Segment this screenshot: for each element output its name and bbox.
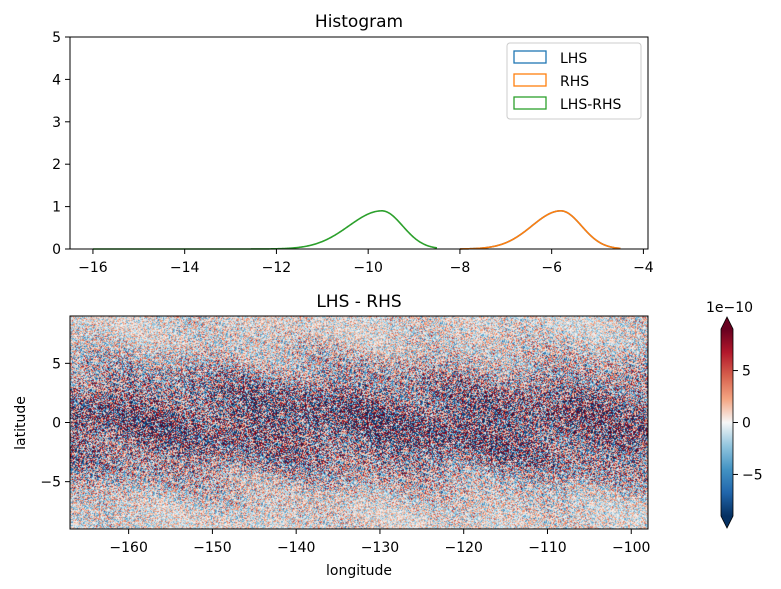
histogram-y-ticks: 0 1 2 3 4 5 — [52, 30, 70, 258]
histogram-axes-frame — [69, 36, 649, 250]
histogram-series-lhs-rhs — [92, 210, 438, 250]
legend-label-lhs: LHS — [560, 51, 587, 67]
histogram-x-tick-label: −8 — [450, 260, 471, 276]
histogram-panel: Histogram −16 −14 −12 −10 −8 −6 −4 0 1 2 3 4 5 LHS … — [52, 12, 654, 276]
histogram-x-tick-label: −14 — [170, 260, 200, 276]
histogram-legend: LHS RHS LHS-RHS — [506, 42, 642, 120]
colorbar-ticks: −5 0 5 — [733, 364, 763, 483]
map-x-tick-label: −160 — [109, 540, 147, 556]
histogram-x-tick-label: −12 — [262, 260, 292, 276]
legend-swatch-rhs — [513, 73, 547, 87]
legend-swatch-lhs-rhs — [513, 96, 547, 110]
histogram-y-tick-label: 5 — [52, 30, 61, 46]
histogram-x-tick-label: −4 — [633, 260, 654, 276]
colorbar-extend-bottom — [721, 516, 733, 528]
histogram-title: Histogram — [315, 12, 403, 32]
colorbar-outline — [720, 316, 734, 529]
map-x-tick-label: −150 — [193, 540, 231, 556]
colorbar: −5 0 5 1e−10 — [706, 300, 763, 529]
map-x-tick-label: −130 — [361, 540, 399, 556]
map-y-tick-label: −5 — [40, 475, 61, 491]
map-x-tick-label: −120 — [444, 540, 482, 556]
histogram-x-tick-label: −6 — [541, 260, 562, 276]
map-panel: LHS - RHS −160 −150 −140 −130 −120 −110 −100 −… — [13, 292, 650, 579]
legend-box — [506, 42, 642, 120]
map-x-tick-label: −110 — [528, 540, 566, 556]
histogram-y-tick-label: 3 — [52, 115, 61, 131]
map-x-tick-label: −140 — [277, 540, 315, 556]
colorbar-body — [721, 329, 733, 516]
map-x-tick-label: −100 — [612, 540, 650, 556]
map-heatmap — [70, 316, 648, 529]
colorbar-tick-label: −5 — [742, 467, 763, 483]
map-y-tick-label: 0 — [52, 416, 61, 432]
histogram-y-tick-label: 0 — [52, 242, 61, 258]
histogram-series-rhs — [459, 210, 621, 250]
histogram-y-tick-label: 2 — [52, 157, 61, 173]
histogram-x-tick-label: −10 — [353, 260, 383, 276]
histogram-x-tick-label: −16 — [78, 260, 108, 276]
legend-swatch-lhs — [513, 50, 547, 64]
map-y-tick-label: 5 — [52, 356, 61, 372]
map-y-axis-label: latitude — [13, 396, 29, 450]
colorbar-tick-label: 0 — [742, 416, 751, 432]
map-x-ticks: −160 −150 −140 −130 −120 −110 −100 — [109, 529, 650, 556]
colorbar-scale-label: 1e−10 — [706, 300, 753, 316]
map-title: LHS - RHS — [316, 292, 401, 312]
histogram-y-tick-label: 1 — [52, 200, 61, 216]
histogram-curves — [92, 210, 621, 250]
map-heatmap-container — [70, 316, 648, 529]
map-x-axis-label: longitude — [326, 563, 392, 579]
map-y-ticks: −5 0 5 — [40, 356, 70, 491]
histogram-series-lhs — [459, 210, 621, 250]
histogram-y-tick-label: 4 — [52, 72, 61, 88]
legend-label-rhs: RHS — [560, 74, 589, 90]
colorbar-tick-label: 5 — [742, 364, 751, 380]
legend-label-lhs-rhs: LHS-RHS — [560, 97, 622, 113]
histogram-x-ticks: −16 −14 −12 −10 −8 −6 −4 — [78, 249, 654, 276]
colorbar-extend-top — [721, 317, 733, 329]
